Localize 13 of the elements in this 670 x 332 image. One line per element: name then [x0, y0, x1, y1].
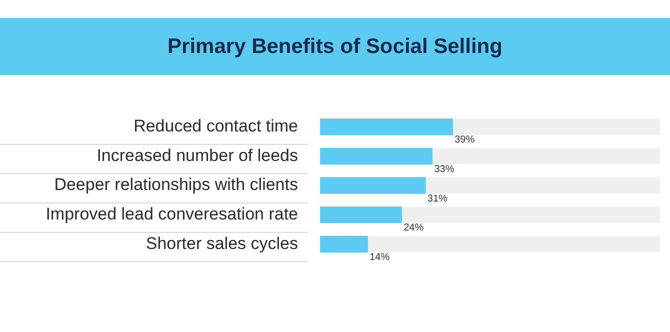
data-label: 24%: [404, 222, 424, 234]
bar: [320, 236, 368, 252]
y-tick-label: Reduced contact time: [134, 116, 298, 136]
data-label: 14%: [370, 252, 390, 263]
y-tick-label: Shorter sales cycles: [146, 234, 298, 253]
data-label: 31%: [427, 193, 448, 204]
y-tick-label: Improved lead converesation rate: [46, 204, 298, 224]
data-label: 33%: [434, 164, 454, 175]
data-label: 39%: [454, 134, 475, 146]
chart-title: Primary Benefits of Social Selling: [0, 18, 670, 75]
y-tick-label: Deeper relationships with clients: [54, 175, 298, 194]
bar: [320, 206, 402, 224]
y-tick-label: Increased number of leeds: [96, 146, 298, 165]
